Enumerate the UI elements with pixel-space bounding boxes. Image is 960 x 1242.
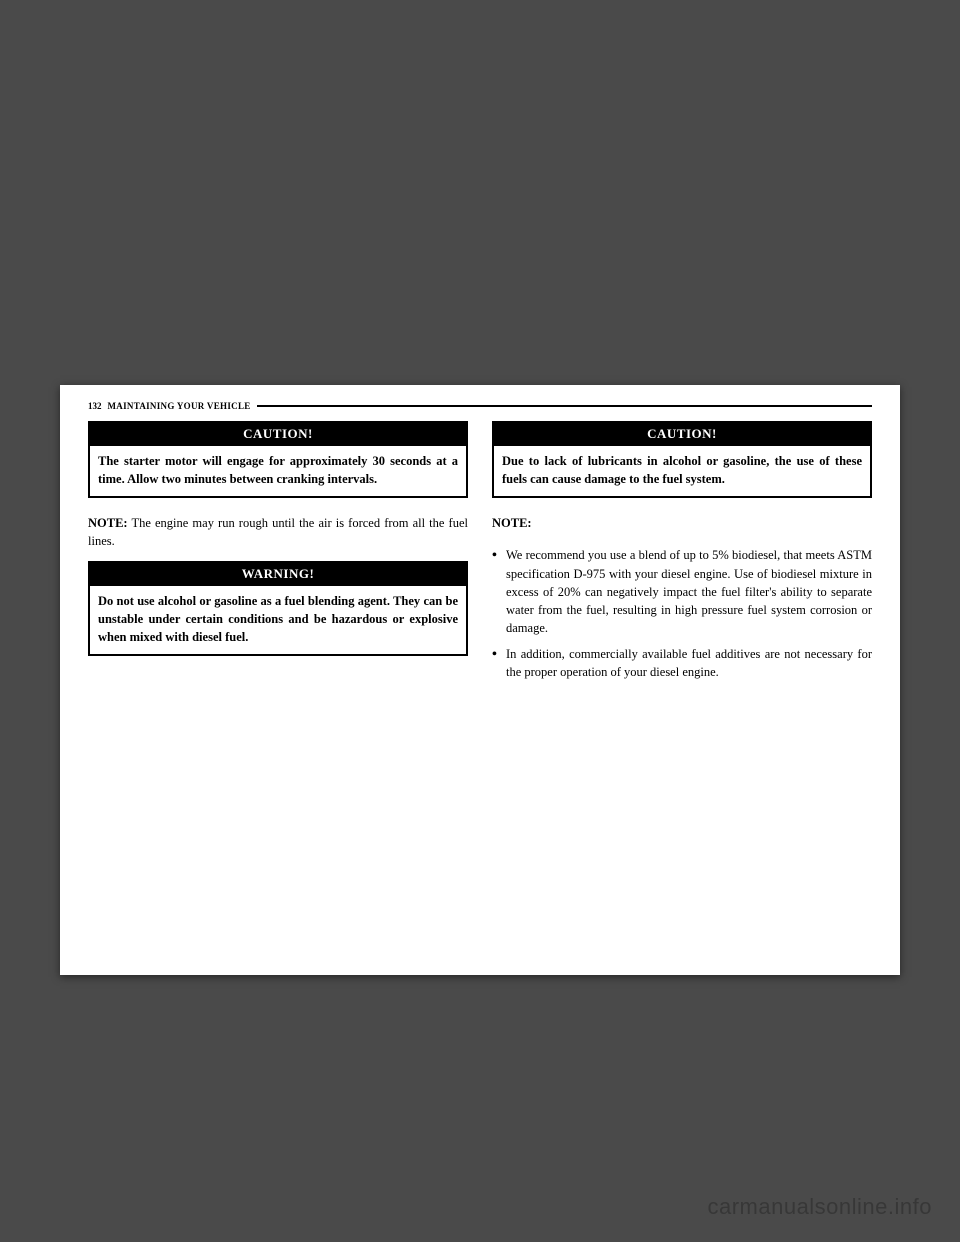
right-column: CAUTION! Due to lack of lubricants in al… <box>492 421 872 689</box>
note-left: NOTE: The engine may run rough until the… <box>88 514 468 550</box>
left-column: CAUTION! The starter motor will engage f… <box>88 421 468 689</box>
warning-body: Do not use alcohol or gasoline as a fuel… <box>90 586 466 654</box>
list-item: We recommend you use a blend of up to 5%… <box>492 546 872 637</box>
caution-box-left: CAUTION! The starter motor will engage f… <box>88 421 468 498</box>
caution-header-left: CAUTION! <box>90 423 466 446</box>
note-text-left: The engine may run rough until the air i… <box>88 516 468 548</box>
warning-header: WARNING! <box>90 563 466 586</box>
manual-page: 132 MAINTAINING YOUR VEHICLE CAUTION! Th… <box>60 385 900 975</box>
watermark-text: carmanualsonline.info <box>707 1194 932 1220</box>
caution-body-left: The starter motor will engage for approx… <box>90 446 466 496</box>
caution-box-right: CAUTION! Due to lack of lubricants in al… <box>492 421 872 498</box>
bullet-list: We recommend you use a blend of up to 5%… <box>492 546 872 689</box>
page-content: 132 MAINTAINING YOUR VEHICLE CAUTION! Th… <box>88 401 872 959</box>
note-label-left: NOTE: <box>88 516 128 530</box>
columns-container: CAUTION! The starter motor will engage f… <box>88 421 872 689</box>
caution-header-right: CAUTION! <box>494 423 870 446</box>
page-number: 132 <box>88 401 102 411</box>
list-item: In addition, commercially available fuel… <box>492 645 872 681</box>
page-header: 132 MAINTAINING YOUR VEHICLE <box>88 401 872 411</box>
note-label-right: NOTE: <box>492 514 872 532</box>
warning-box: WARNING! Do not use alcohol or gasoline … <box>88 561 468 656</box>
header-rule <box>257 405 872 407</box>
caution-body-right: Due to lack of lubricants in alcohol or … <box>494 446 870 496</box>
section-title: MAINTAINING YOUR VEHICLE <box>108 401 251 411</box>
